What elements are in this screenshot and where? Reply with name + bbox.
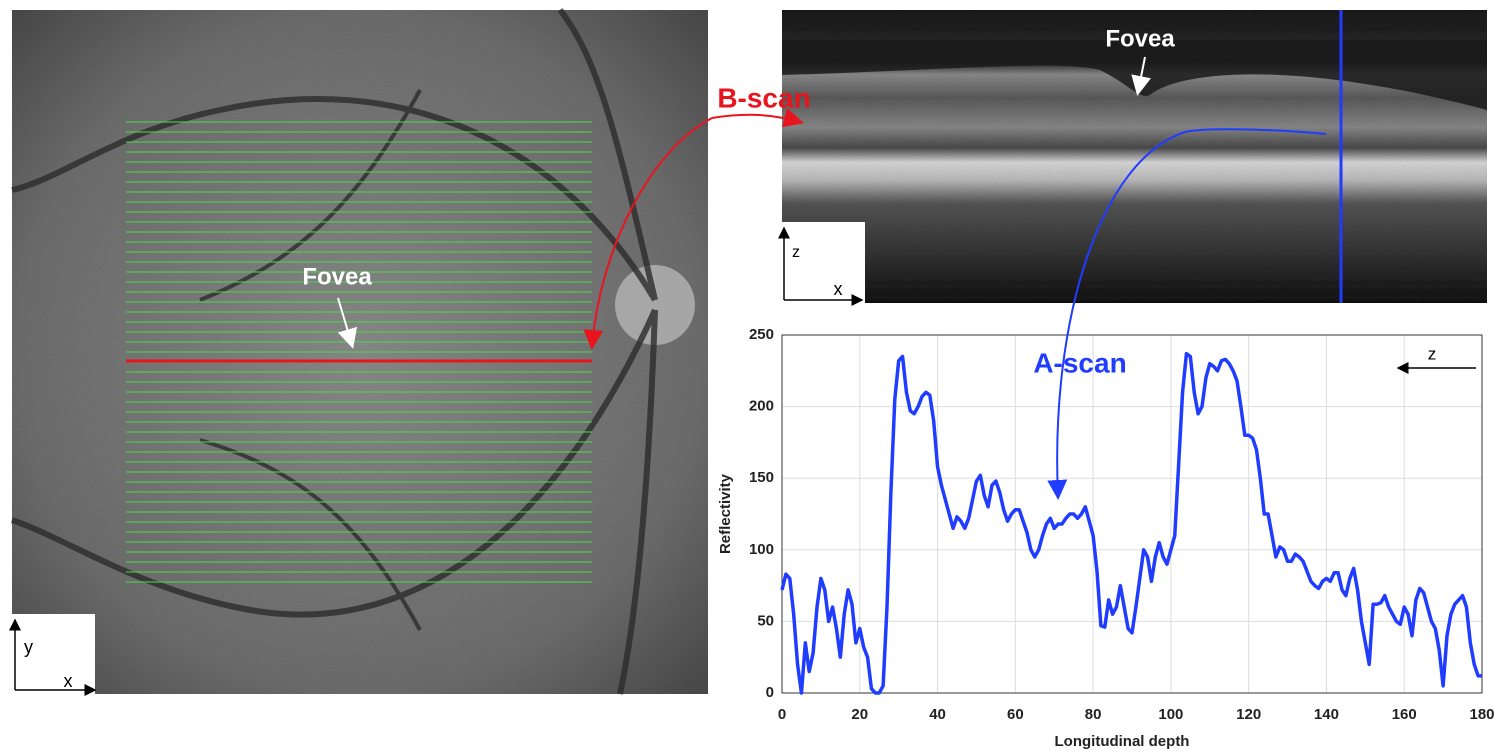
y-tick-label: 0 [766, 684, 774, 701]
x-tick-label: 100 [1158, 706, 1183, 723]
y-tick-label: 100 [749, 541, 774, 558]
y-axis-label: Reflectivity [717, 473, 734, 554]
x-tick-label: 20 [851, 706, 868, 723]
x-tick-label: 60 [1007, 706, 1024, 723]
fovea-arrow [1131, 56, 1151, 96]
x-axis-label: Longitudinal depth [1055, 733, 1190, 750]
bscan-label: B-scan [717, 82, 810, 113]
y-tick-label: 150 [749, 469, 774, 486]
bscan-arrow [583, 117, 713, 350]
scan-lines [126, 121, 592, 583]
y-tick-label: 200 [749, 398, 774, 415]
axis-label: z [792, 244, 800, 261]
x-tick-label: 160 [1392, 706, 1417, 723]
x-tick-label: 120 [1236, 706, 1261, 723]
y-tick-label: 50 [757, 612, 774, 629]
y-tick-label: 250 [749, 326, 774, 343]
fovea-arrow [337, 297, 358, 349]
fovea-label: Fovea [1105, 25, 1175, 52]
ascan-arrow [1047, 128, 1327, 500]
fovea-label: Fovea [302, 263, 372, 290]
plot-frame [781, 334, 1483, 694]
axis-label: y [24, 637, 33, 657]
x-tick-label: 80 [1085, 706, 1102, 723]
bscan-arrow [711, 108, 804, 128]
direction-label: z [1428, 344, 1437, 363]
ascan-line [780, 351, 1482, 695]
bscan-image [782, 10, 1487, 303]
x-tick-label: 40 [929, 706, 946, 723]
x-tick-label: 140 [1314, 706, 1339, 723]
axis-label: x [834, 279, 843, 299]
axis-label: x [64, 671, 73, 691]
ascan-label: A-scan [1033, 347, 1126, 378]
x-tick-label: 180 [1469, 706, 1494, 723]
x-tick-label: 0 [778, 706, 786, 723]
axis-indicators [9, 226, 864, 696]
